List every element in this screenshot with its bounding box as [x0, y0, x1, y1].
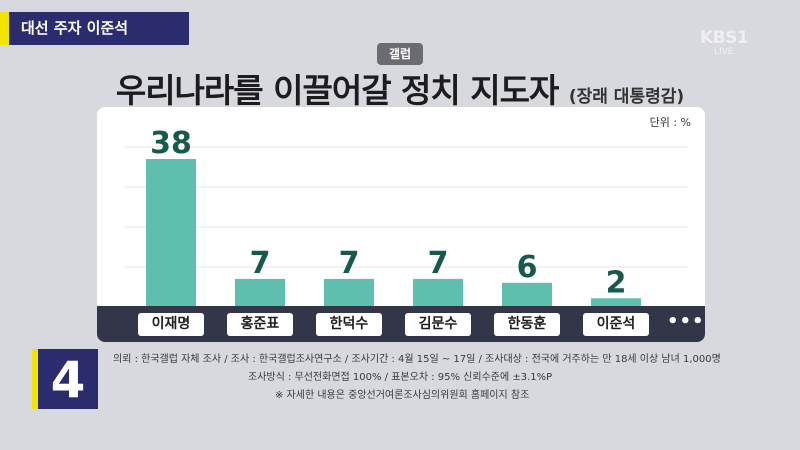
category-label: 김문수 [405, 313, 471, 336]
footnote-line-1: 의뢰 : 한국갤럽 자체 조사 / 조사 : 한국갤럽조사연구소 / 조사기간 … [113, 354, 721, 365]
data-label: 7 [339, 246, 360, 281]
topic-tag-label: 대선 주자 이준석 [9, 12, 189, 45]
chart-title-sub: (장래 대통령감) [568, 87, 685, 107]
bar [502, 282, 552, 306]
footnote-line-3: ※ 자세한 내용은 중앙선거여론조사심의위원회 홈페이지 참조 [275, 390, 530, 401]
chart-panel: 38 7 7 7 6 2 단위 : % 이재명 홍준표 한덕수 김문수 한동훈 이준석 ••• [97, 107, 705, 342]
topic-tag: 대선 주자 이준석 [0, 12, 189, 45]
data-label: 7 [428, 246, 449, 281]
segment-number: 4 [32, 349, 98, 409]
bar [413, 278, 463, 306]
bar [235, 278, 285, 306]
data-label: 6 [517, 250, 538, 285]
bar [324, 278, 374, 306]
category-label: 이준석 [583, 313, 649, 336]
footnote-line-2: 조사방식 : 무선전화면접 100% / 표본오차 : 95% 신뢰수준에 ±3… [248, 372, 553, 383]
bar-chart: 38 7 7 7 6 2 [125, 126, 687, 306]
bar [591, 298, 641, 306]
pollster-badge: 갤럽 [377, 43, 423, 65]
live-label: LIVE [714, 47, 734, 57]
category-label: 이재명 [138, 313, 204, 336]
chart-title-main: 우리나라를 이끌어갈 정치 지도자 [115, 71, 560, 110]
unit-label: 단위 : % [649, 116, 691, 129]
kbs-logo-text: KBS [700, 28, 737, 48]
bar [146, 159, 196, 306]
kbs-logo: KBS1 [700, 28, 749, 48]
tag-accent [0, 12, 9, 45]
chart-title: 우리나라를 이끌어갈 정치 지도자 (장래 대통령감) [0, 64, 800, 112]
category-label: 홍준표 [227, 313, 293, 336]
category-label: 한동훈 [494, 313, 560, 336]
data-label: 7 [250, 246, 271, 281]
data-label: 38 [150, 126, 192, 161]
data-label: 2 [606, 265, 627, 300]
more-icon: ••• [667, 311, 705, 332]
category-label: 한덕수 [316, 313, 382, 336]
kbs-logo-number: 1 [736, 28, 749, 48]
